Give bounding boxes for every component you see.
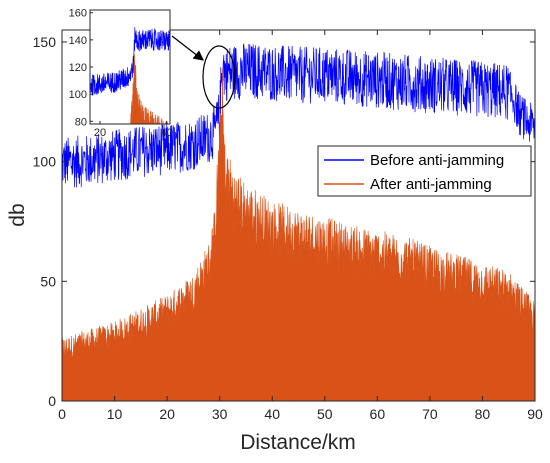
inset-y-axis-ticks: 80 100 120 140 160	[69, 8, 93, 128]
y-axis-label: db	[6, 203, 29, 226]
inset-y-tick-label: 140	[69, 35, 87, 47]
highlight-ellipse	[202, 45, 236, 109]
x-tick-label: 0	[58, 406, 66, 422]
inset-y-tick-label: 100	[69, 89, 87, 101]
x-tick-label: 70	[422, 406, 438, 422]
x-tick-label: 80	[475, 406, 491, 422]
legend: Before anti-jamming After anti-jamming	[317, 145, 532, 197]
x-tick-label: 30	[212, 406, 228, 422]
y-tick-label: 150	[33, 34, 57, 50]
zoom-arrow	[171, 35, 205, 61]
x-tick-label: 50	[317, 406, 333, 422]
x-tick-label: 40	[264, 406, 280, 422]
legend-box	[317, 145, 532, 197]
inset-x-tick-label: 40	[161, 127, 173, 139]
inset-series-line-before-anti-jamming	[90, 27, 170, 96]
y-tick-label: 100	[33, 154, 57, 170]
inset-y-tick-label: 120	[69, 62, 87, 74]
x-tick-label: 90	[527, 406, 543, 422]
legend-label-after: After anti-jamming	[370, 176, 492, 193]
inset-x-tick-label: 20	[94, 127, 106, 139]
inset-x-axis-ticks: 20 40	[94, 121, 173, 139]
series-line-before-anti-jamming	[62, 43, 535, 188]
plot-frame	[61, 29, 536, 402]
main-series-group	[62, 43, 535, 401]
y-tick-label: 50	[40, 273, 56, 289]
legend-label-before: Before anti-jamming	[370, 152, 504, 169]
series-area-after-anti-jamming	[62, 68, 535, 401]
inset-series-group	[90, 27, 170, 124]
x-axis-ticks: 0 10 20 30 40 50 60 70 80 90	[58, 30, 543, 422]
x-tick-label: 60	[370, 406, 386, 422]
inset-y-tick-label: 160	[69, 8, 87, 20]
x-tick-label: 20	[159, 406, 175, 422]
y-axis-ticks: 0 50 100 150	[33, 34, 535, 409]
x-tick-label: 10	[107, 406, 123, 422]
y-tick-label: 0	[48, 393, 56, 409]
inset-y-tick-label: 80	[75, 116, 87, 128]
inset-plot-area	[90, 10, 170, 124]
inset-series-area-after-anti-jamming	[130, 54, 168, 124]
x-axis-label: Distance/km	[240, 431, 356, 454]
